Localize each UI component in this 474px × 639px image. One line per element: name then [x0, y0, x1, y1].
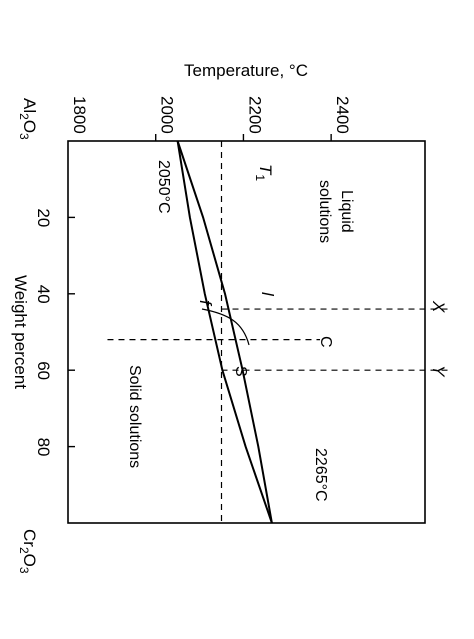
- composition-ticks: 20 40 60 80: [34, 208, 75, 457]
- temperature-axis-title: Temperature, °C: [184, 61, 308, 80]
- high-melting-label: 2265°C: [312, 448, 329, 502]
- temperature-tick-label: 2400: [333, 96, 352, 134]
- low-melting-label: 2050°C: [155, 160, 172, 214]
- point-l-label: l: [258, 292, 277, 297]
- temperature-ticks: 1800 2000 2200 2400: [70, 96, 352, 141]
- composition-y-label: Y: [429, 365, 448, 378]
- temperature-tick-label: 2200: [245, 96, 264, 134]
- plot-frame: [67, 140, 426, 524]
- composition-axis-title: Weight percent: [11, 275, 30, 389]
- composition-tick-label: 60: [34, 361, 53, 380]
- point-c-label: C: [317, 336, 334, 348]
- composition-tick-label: 80: [34, 438, 53, 457]
- al2o3-label: Al2O3: [17, 98, 39, 140]
- solidus-curve: [176, 140, 273, 524]
- cr2o3-label: Cr2O3: [17, 529, 39, 574]
- t1-label: T1: [253, 164, 275, 181]
- composition-tick-label: 40: [34, 285, 53, 304]
- liquidus-curve: [176, 140, 273, 524]
- composition-x-label: X: [429, 300, 448, 313]
- temperature-tick-label: 1800: [70, 96, 89, 134]
- point-f-label: f: [196, 300, 215, 307]
- point-s-label: S: [232, 366, 249, 377]
- temperature-tick-label: 2000: [158, 96, 177, 134]
- liquid-region-label-1: Liquid: [338, 190, 355, 233]
- composition-tick-label: 20: [34, 208, 53, 227]
- f-leader-line: [201, 308, 250, 346]
- solid-region-label: Solid solutions: [126, 365, 143, 468]
- liquid-region-label-2: solutions: [316, 180, 333, 243]
